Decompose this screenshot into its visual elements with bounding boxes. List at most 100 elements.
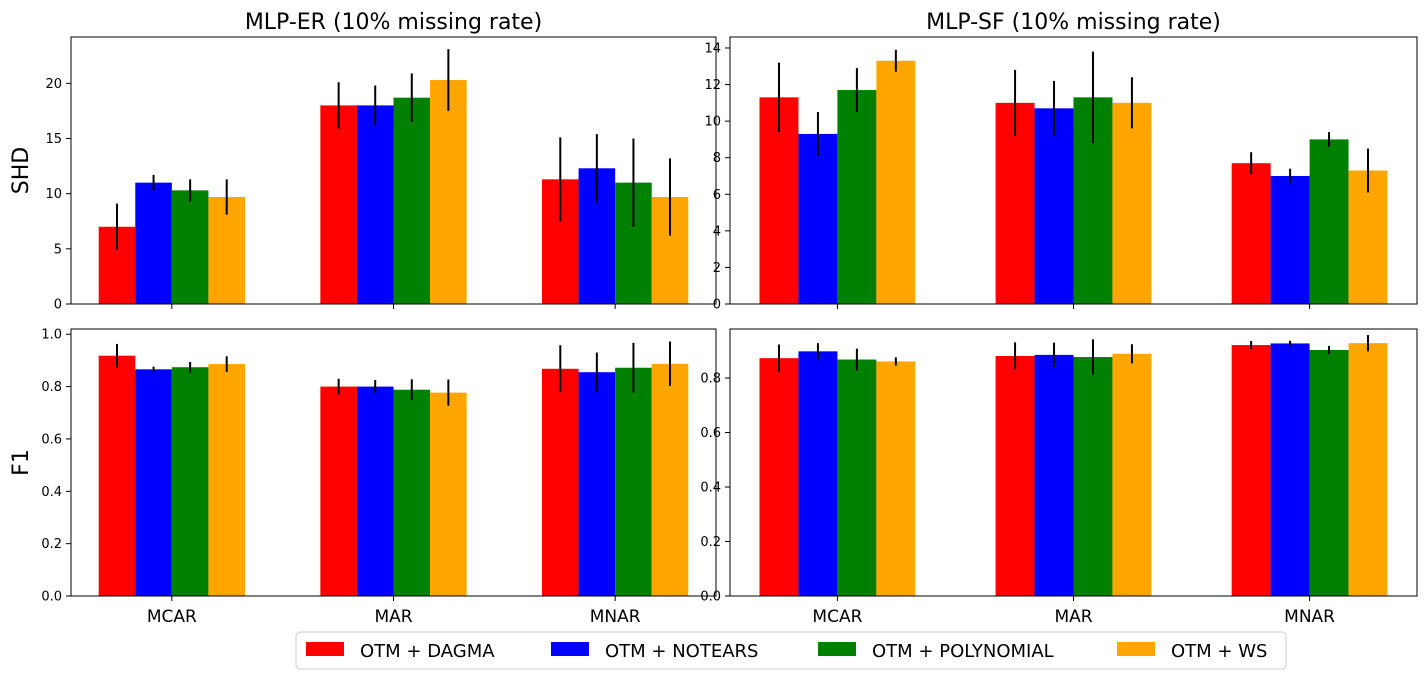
y-tick-label: 4: [713, 224, 721, 239]
series-ws: [876, 343, 1388, 596]
y-axis-label: SHD: [9, 147, 34, 194]
y-tick-label: 12: [704, 78, 721, 93]
series-polynomial: [171, 367, 652, 596]
series-notears: [798, 343, 1310, 596]
chart-title: MLP-ER (10% missing rate): [245, 10, 542, 35]
legend-label-notears: OTM + NOTEARS: [605, 641, 758, 662]
y-tick-label: 0.2: [41, 537, 62, 552]
series-notears: [798, 108, 1310, 304]
bar-ws-mar: [430, 392, 467, 596]
series-ws: [208, 363, 689, 596]
legend-entry-dagma: OTM + DAGMA: [306, 641, 495, 662]
bar-dagma-mnar: [1231, 163, 1271, 304]
charts-group: 0 5 10 15 20 MLP-ER (10% missing rate) SHD 0 2 4 6…: [9, 10, 1418, 627]
y-tick-label: 10: [704, 115, 721, 130]
y-tick-label: 5: [54, 242, 62, 257]
y-tick-label: 0.6: [700, 426, 721, 441]
legend-label-dagma: OTM + DAGMA: [360, 641, 495, 662]
bar-ws-mnar: [1348, 343, 1388, 596]
chart-panel-1: 0 5 10 15 20 MLP-ER (10% missing rate) SHD: [9, 10, 717, 313]
legend-swatch-dagma: [306, 642, 344, 656]
chart-title: MLP-SF (10% missing rate): [926, 10, 1221, 35]
y-axis-label: F1: [9, 449, 34, 476]
bar-polynomial-mcar: [837, 359, 877, 596]
x-tick-label-mcar: MCAR: [812, 607, 862, 627]
bar-notears-mcar: [135, 369, 172, 596]
bar-notears-mcar: [798, 351, 838, 596]
y-tick-label: 2: [713, 261, 721, 276]
chart-panel-2: 0 2 4 6 8 10 12 14 MLP-SF (10% missing rate): [704, 10, 1418, 313]
bar-polynomial-mcar: [837, 90, 877, 305]
chart-panel-4: 0.0 0.2 0.4 0.6 0.8 MCAR MAR MNAR: [700, 328, 1418, 627]
bar-polynomial-mcar: [171, 367, 209, 596]
bar-polynomial-mnar: [1309, 139, 1349, 304]
bar-ws-mnar: [651, 363, 689, 596]
legend-swatch-polynomial: [818, 642, 856, 656]
bar-ws-mcar: [208, 196, 245, 304]
y-tick-label: 10: [45, 187, 62, 202]
bar-notears-mcar: [135, 182, 172, 304]
y-tick-label: 15: [45, 132, 62, 147]
bar-dagma-mar: [320, 105, 357, 304]
y-tick-label: 0.0: [700, 590, 721, 605]
series-ws: [876, 60, 1388, 304]
x-tick-label-mnar: MNAR: [1284, 607, 1335, 627]
bar-dagma-mnar: [542, 368, 579, 596]
bar-polynomial-mcar: [171, 190, 209, 304]
bar-dagma-mcar: [98, 355, 136, 596]
series-dagma: [98, 105, 579, 304]
y-tick-label: 0.4: [700, 481, 721, 496]
legend-swatch-ws: [1117, 642, 1155, 656]
bar-ws-mcar: [876, 361, 916, 596]
y-tick-label: 0.2: [700, 535, 721, 550]
bar-ws-mar: [1112, 353, 1152, 596]
series-dagma: [98, 355, 579, 596]
bar-notears-mar: [1034, 108, 1074, 304]
series-dagma: [759, 345, 1271, 596]
legend-frame: [295, 631, 1287, 670]
bar-polynomial-mar: [393, 97, 431, 304]
y-tick-label: 0.8: [41, 380, 62, 395]
x-tick-label-mcar: MCAR: [147, 607, 197, 627]
bar-dagma-mcar: [759, 358, 799, 596]
y-tick-label: 8: [713, 151, 721, 166]
series-notears: [135, 105, 616, 304]
bar-notears-mar: [356, 105, 394, 304]
bar-notears-mar: [1034, 354, 1074, 596]
y-tick-label: 14: [704, 41, 721, 56]
chart-panel-3: 0.0 0.2 0.4 0.6 0.8 1.0 MCAR MAR MNAR F1: [9, 328, 717, 627]
y-tick-label: 20: [45, 77, 62, 92]
series-polynomial: [837, 349, 1349, 596]
x-tick-label-mar: MAR: [1054, 607, 1092, 627]
series-polynomial: [171, 97, 652, 304]
bar-ws-mnar: [1348, 170, 1388, 304]
legend-swatch-notears: [551, 642, 589, 656]
y-tick-label: 0.4: [41, 485, 62, 500]
legend-entry-notears: OTM + NOTEARS: [551, 641, 758, 662]
bar-dagma-mnar: [1231, 345, 1271, 596]
y-tick-label: 1.0: [41, 328, 62, 343]
y-tick-label: 0.8: [700, 372, 721, 387]
x-tick-label-mnar: MNAR: [590, 607, 641, 627]
bar-notears-mar: [356, 386, 394, 596]
legend-label-polynomial: OTM + POLYNOMIAL: [872, 641, 1054, 662]
bar-polynomial-mar: [393, 389, 431, 596]
bar-polynomial-mnar: [1309, 349, 1349, 596]
bar-dagma-mar: [320, 386, 357, 596]
y-tick-label: 6: [713, 188, 721, 203]
bar-polynomial-mnar: [615, 367, 652, 596]
legend-label-ws: OTM + WS: [1171, 641, 1267, 662]
legend-entry-polynomial: OTM + POLYNOMIAL: [818, 641, 1054, 662]
series-ws: [208, 80, 689, 304]
bar-dagma-mar: [995, 102, 1035, 304]
legend: OTM + DAGMA OTM + NOTEARS OTM + POLYNOMI…: [295, 631, 1287, 670]
bar-dagma-mar: [995, 355, 1035, 596]
legend-entry-ws: OTM + WS: [1117, 641, 1267, 662]
bar-ws-mcar: [208, 364, 245, 596]
y-tick-label: 0.0: [41, 590, 62, 605]
bar-ws-mar: [1112, 102, 1152, 304]
bar-notears-mnar: [1270, 175, 1310, 304]
bar-notears-mnar: [578, 372, 616, 596]
series-polynomial: [837, 90, 1349, 305]
